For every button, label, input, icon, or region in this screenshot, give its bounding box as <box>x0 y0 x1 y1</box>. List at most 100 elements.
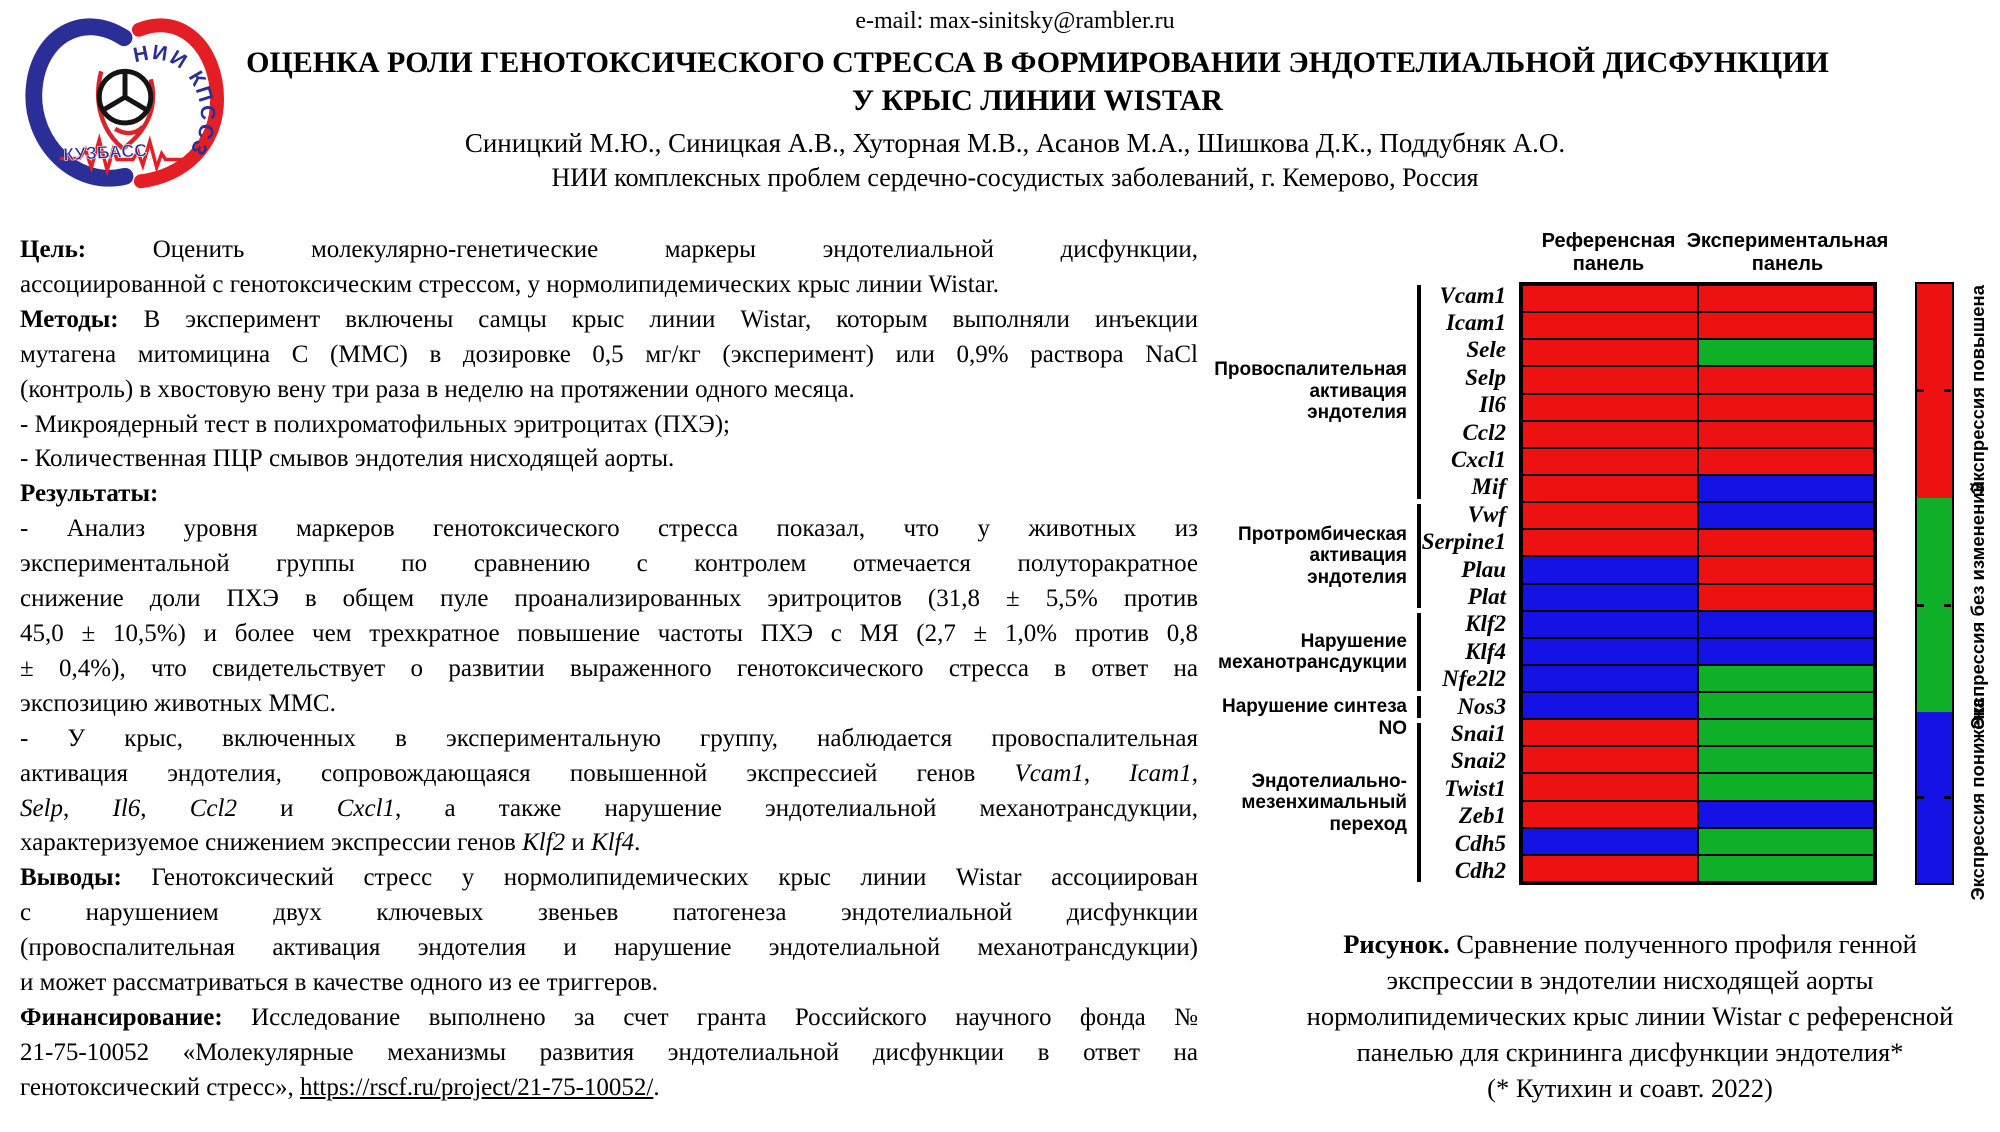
text-segment: . <box>634 829 641 857</box>
text-segment: 21-75-10052 «Молекулярные механизмы разв… <box>20 1038 1198 1066</box>
heatmap-cell <box>1698 447 1874 475</box>
abstract-line: с нарушением двух ключевых звеньев патог… <box>20 896 1198 931</box>
text-segment: , <box>63 794 113 822</box>
heatmap-cell <box>1698 854 1874 882</box>
text-segment: Il6 <box>112 794 141 822</box>
text-segment: Ccl2 <box>189 794 237 822</box>
logo-valve-spokes <box>100 68 150 113</box>
gene-label: Cdh5 <box>1454 830 1506 856</box>
text-segment: с нарушением двух ключевых звеньев патог… <box>20 899 1198 927</box>
gene-label: Il6 <box>1479 392 1506 418</box>
abstract-line: (контроль) в хвостовую вену три раза в н… <box>20 373 1198 408</box>
group-bracket <box>1417 284 1421 499</box>
group-label-line: эндотелия <box>1307 566 1407 588</box>
heatmap-cell <box>1522 692 1698 720</box>
text-segment: Vcam1 <box>1014 759 1084 787</box>
text-segment: Сравнение полученного профиля генной <box>1449 929 1917 959</box>
abstract-line: ± 0,4%), что свидетельствует о развитии … <box>20 652 1198 687</box>
heatmap-cell <box>1698 312 1874 340</box>
legend-label-text: Экспрессия без изменений <box>1967 481 1988 730</box>
column-header: Экспериментальная панель <box>1618 230 1958 276</box>
heatmap-cell <box>1698 339 1874 367</box>
text-segment: активация эндотелия, сопровождающаяся по… <box>20 759 1015 787</box>
heatmap-cell <box>1698 393 1874 421</box>
text-segment: В эксперимент включены самцы крыс линии … <box>118 305 1198 333</box>
legend-label: Экспрессия понижена <box>1956 698 2000 901</box>
institution-line: НИИ комплексных проблем сердечно-сосудис… <box>551 163 1479 192</box>
column-header-line: панель <box>1572 253 1645 275</box>
gene-label: Ccl2 <box>1462 419 1506 445</box>
logo-ecg-icon <box>59 133 187 177</box>
text-segment: (* Кутихин и соавт. 2022) <box>1487 1073 1773 1103</box>
text-segment: панелью для скрининга дисфункции эндотел… <box>1356 1037 1904 1067</box>
page-title: ОЦЕНКА РОЛИ ГЕНОТОКСИЧЕСКОГО СТРЕССА В Ф… <box>120 44 1955 120</box>
logo-blue-crescent <box>25 18 134 187</box>
institute-logo: НИИ КПССЗ КУЗБАСС <box>22 10 230 208</box>
heatmap-cell <box>1522 420 1698 448</box>
gene-label: Snai2 <box>1451 748 1506 774</box>
gene-label: Vwf <box>1467 501 1506 527</box>
heatmap-cell <box>1522 366 1698 394</box>
gene-label: Selp <box>1465 364 1506 390</box>
heatmap-cell <box>1698 502 1874 530</box>
figure-caption: Рисунок. Сравнение полученного профиля г… <box>1260 926 2000 1106</box>
abstract-line: (провоспалительная активация эндотелия и… <box>20 931 1198 966</box>
abstract-line: мутагена митомицина С (ММС) в дозировке … <box>20 338 1198 373</box>
legend-tick <box>1917 389 1924 393</box>
heatmap-cell <box>1522 393 1698 421</box>
group-label: Нарушение синтеза NO <box>1200 696 1407 739</box>
heatmap-cell <box>1698 692 1874 720</box>
text-segment: (контроль) в хвостовую вену три раза в н… <box>20 375 855 403</box>
heatmap-cell <box>1698 529 1874 557</box>
legend-label-text: Экспрессия повышена <box>1967 284 1988 495</box>
text-segment: Финансирование: <box>20 1003 223 1031</box>
group-label: Эндотелиально-мезенхимальный переход <box>1200 771 1407 836</box>
heatmap-cell <box>1522 664 1698 693</box>
abstract-line: ассоциированной с генотоксическим стресс… <box>20 268 1198 303</box>
caption-line: Рисунок. Сравнение полученного профиля г… <box>1260 926 2000 962</box>
title-line-2: У КРЫС ЛИНИИ WISTAR <box>852 84 1223 117</box>
legend-tick <box>1944 389 1951 393</box>
group-label-line: Эндотелиально- <box>1251 770 1407 792</box>
group-bracket <box>1417 723 1421 883</box>
legend-tick <box>1944 796 1951 800</box>
heatmap-cell <box>1698 719 1874 747</box>
text-segment: Icam1 <box>1129 759 1192 787</box>
heatmap-cell <box>1522 447 1698 475</box>
heatmap-cell <box>1698 637 1874 665</box>
group-label: Провоспалительная активация эндотелия <box>1200 359 1407 424</box>
abstract-line: 45,0 ± 10,5%) и более чем трехкратное по… <box>20 617 1198 652</box>
text-segment: ± 0,4%), что свидетельствует о развитии … <box>20 654 1198 682</box>
legend-label: Экспрессия повышена <box>1956 282 2000 497</box>
text-segment: экспозицию животных ММС. <box>20 689 336 717</box>
text-segment: 45,0 ± 10,5%) и более чем трехкратное по… <box>20 619 1198 647</box>
text-segment: мутагена митомицина С (ММС) в дозировке … <box>20 340 1198 368</box>
grant-link[interactable]: https://rscf.ru/project/21-75-10052/ <box>299 1073 654 1101</box>
column-header-line: Референсная <box>1541 230 1676 252</box>
text-segment: Оценить молекулярно-генетические маркеры… <box>86 236 1198 263</box>
abstract-line: экспозицию животных ММС. <box>20 687 1198 722</box>
heatmap-cell <box>1522 610 1698 638</box>
heatmap <box>1519 282 1877 885</box>
gene-label: Plat <box>1467 584 1506 609</box>
heatmap-cell <box>1522 502 1698 530</box>
heatmap-cell <box>1522 474 1698 503</box>
abstract-line: характеризуемое снижением экспрессии ген… <box>20 826 1198 861</box>
abstract-line: - Количественная ПЦР смывов эндотелия ни… <box>20 442 1198 477</box>
heatmap-cell <box>1522 529 1698 557</box>
logo-red-crescent <box>131 18 225 189</box>
text-segment: нормолипидемических крыс линии Wistar с … <box>1306 1001 1954 1031</box>
legend-label-text: Экспрессия понижена <box>1967 697 1988 901</box>
authors-line: Синицкий М.Ю., Синицкая А.В., Хуторная М… <box>464 128 1566 158</box>
text-segment: Klf2 <box>522 829 566 857</box>
gene-label: Cdh2 <box>1454 858 1506 884</box>
text-segment: Klf4 <box>591 829 635 857</box>
text-segment: Методы: <box>20 305 119 333</box>
group-label-line: активация <box>1309 380 1407 402</box>
heatmap-cell <box>1698 285 1874 313</box>
text-segment: - Количественная ПЦР смывов эндотелия ни… <box>20 445 675 473</box>
heatmap-cell <box>1522 800 1698 828</box>
group-label-line: Нарушение синтеза NO <box>1222 696 1407 739</box>
institute-logo-graphic: НИИ КПССЗ КУЗБАСС <box>25 18 225 189</box>
abstract-line: - Микроядерный тест в полихроматофильных… <box>20 408 1198 443</box>
